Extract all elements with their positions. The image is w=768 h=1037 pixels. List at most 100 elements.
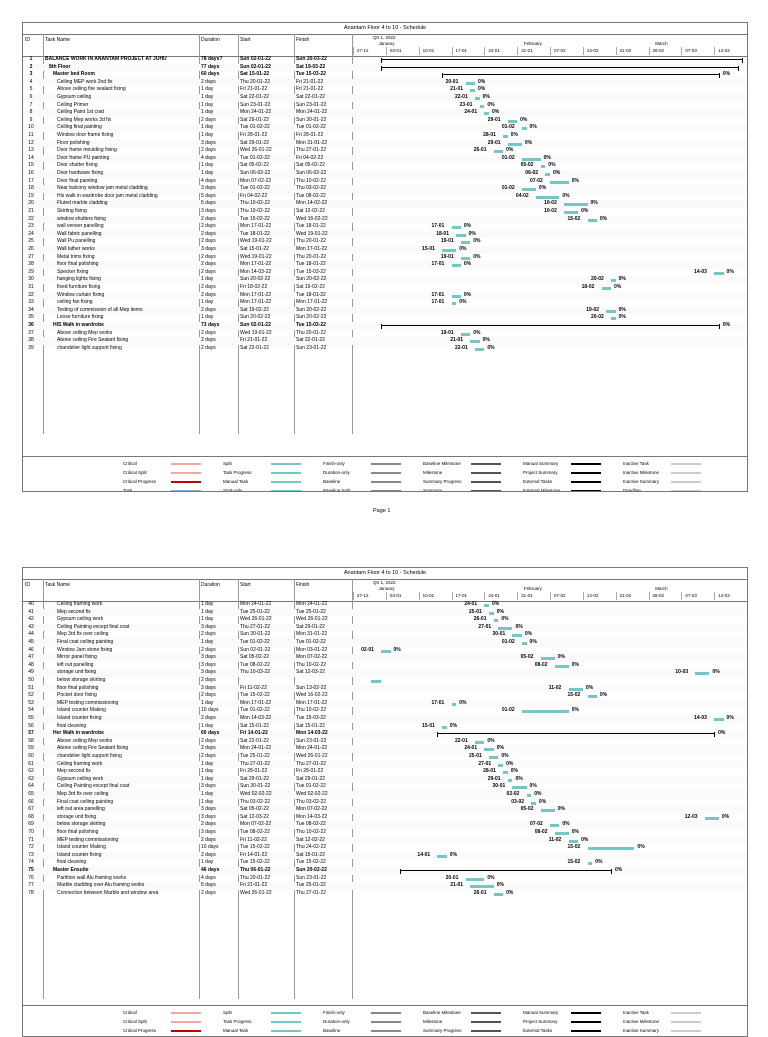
table-row[interactable]: 74 final cleaning 1 day Tue 15-02-22 Tue 15-… <box>23 859 747 867</box>
task-bar[interactable] <box>531 801 536 805</box>
table-row[interactable]: 9 Ceiling Mep works 3d fix 2 days Sat 29-01… <box>23 117 747 125</box>
table-row[interactable]: 18 Near balcony window jam metal cladding… <box>23 185 747 193</box>
table-row[interactable]: 54 Island counter Making 10 days Tue 01-02-… <box>23 707 747 715</box>
table-row[interactable]: 22 window shutters fixing 2 days Tue 15-02-… <box>23 215 747 224</box>
table-row[interactable]: 58 Above ceiling Mep works 2 days Sat 22-01… <box>23 738 747 746</box>
task-bar[interactable] <box>465 81 475 85</box>
table-row[interactable]: 52 Pocket door fixing 2 days Tue 15-02-22 We… <box>23 692 747 700</box>
task-bar[interactable] <box>470 89 475 93</box>
header-id[interactable]: ID <box>25 582 30 588</box>
table-row[interactable]: 76 Partition wall Alu framing works 4 days… <box>23 875 747 883</box>
table-row[interactable]: 73 Island counter fixing 2 days Fri 14-01-2… <box>23 851 747 860</box>
table-row[interactable]: 77 Marble cladding over Alu framing works… <box>23 882 747 890</box>
task-bar[interactable] <box>540 809 555 813</box>
table-row[interactable]: 69 below storage skirting 2 days Mon 07-02-… <box>23 821 747 829</box>
task-bar[interactable] <box>564 203 588 207</box>
task-bar[interactable] <box>474 347 485 351</box>
table-row[interactable]: 48 left out panelling 3 days Tue 08-02-22 Th… <box>23 662 747 670</box>
task-bar[interactable] <box>451 264 461 268</box>
task-bar[interactable] <box>554 664 569 668</box>
table-row[interactable]: 32 Window curtain fixing 2 days Mon 17-01-2… <box>23 291 747 300</box>
summary-bar[interactable] <box>381 59 743 60</box>
task-bar[interactable] <box>540 657 555 661</box>
table-row[interactable]: 57 Her Walk in wardrobe 60 days Fri 14-01-2… <box>23 730 747 738</box>
table-row[interactable]: 70 floor final polishing 3 days Tue 08-02-2… <box>23 829 747 837</box>
task-bar[interactable] <box>526 794 532 797</box>
table-row[interactable]: 12 Floor polishing 3 days Sat 29-01-22 Mon 3… <box>23 139 747 148</box>
table-row[interactable]: 38 Above ceiling Fire Sealant fixing 2 day… <box>23 337 747 345</box>
task-bar[interactable] <box>610 317 616 321</box>
task-bar[interactable] <box>493 619 499 623</box>
table-row[interactable]: 28 floor final polishing 2 days Mon 17-01-2… <box>23 261 747 269</box>
task-bar[interactable] <box>503 771 508 775</box>
task-bar[interactable] <box>521 127 527 131</box>
table-row[interactable]: 14 Door frame PU painting 4 days Tue 01-02-… <box>23 154 747 163</box>
task-bar[interactable] <box>498 626 513 630</box>
task-bar[interactable] <box>489 611 494 615</box>
table-row[interactable]: 17 Door final painting 4 days Mon 07-02-22 T… <box>23 178 747 186</box>
task-bar[interactable] <box>610 279 616 283</box>
task-bar[interactable] <box>704 816 719 820</box>
task-bar[interactable] <box>437 854 447 858</box>
table-row[interactable]: 44 Mep 3rd fix over ceiling 2 days Sun 30-0… <box>23 631 747 639</box>
task-bar[interactable] <box>512 786 527 790</box>
table-row[interactable]: 51 floor final polishing 3 days Fri 11-02-2… <box>23 684 747 693</box>
header-start[interactable]: Start <box>240 582 251 588</box>
task-bar[interactable] <box>507 778 513 782</box>
task-bar[interactable] <box>498 763 504 767</box>
table-row[interactable]: 47 Mirror panel fixing 3 days Sat 05-02-22 M… <box>23 654 747 662</box>
summary-bar[interactable] <box>381 66 738 68</box>
table-row[interactable]: 71 MEP testing commissioning 2 days Fri 11-… <box>23 836 747 845</box>
header-task-name[interactable]: Task Name <box>45 582 71 588</box>
table-row[interactable]: 27 Metal trims fixing 2 days Wed 19-01-22 Th… <box>23 254 747 262</box>
table-row[interactable]: 8 Ceiling Paint 1st coat 1 day Mon 24-01-22… <box>23 109 747 117</box>
task-bar[interactable] <box>442 725 447 729</box>
header-task-name[interactable]: Task Name <box>45 37 71 43</box>
task-bar[interactable] <box>550 824 560 828</box>
table-row[interactable]: 55 Island counter fixing 2 days Mon 14-03-2… <box>23 715 747 723</box>
task-bar[interactable] <box>460 241 471 245</box>
table-row[interactable]: 64 Ceiling Painting except final coat 3 da… <box>23 783 747 791</box>
header-finish[interactable]: Finish <box>296 582 310 588</box>
task-bar[interactable] <box>601 287 611 290</box>
table-row[interactable]: 65 Mep 3rd fix over ceiling 1 day Wed 02-02… <box>23 791 747 799</box>
table-row[interactable]: 78 Connection between Marble and window a… <box>23 890 747 898</box>
task-bar[interactable] <box>460 332 471 336</box>
table-row[interactable]: 61 Ceiling framing work 1 day Thu 27-01-22 T… <box>23 760 747 769</box>
task-bar[interactable] <box>484 604 490 607</box>
table-row[interactable]: 50 below storage skirting 2 days <box>23 677 747 685</box>
table-row[interactable]: 34 Testing of commission of all Mep items… <box>23 306 747 315</box>
table-row[interactable]: 25 Wall Pu panelling 2 days Wed 19-01-22 Thu… <box>23 238 747 246</box>
table-row[interactable]: 59 Above ceiling Fire Sealant fixing 2 day… <box>23 745 747 753</box>
table-row[interactable]: 35 Loose furniture fixing 1 day Sun 20-02-2… <box>23 314 747 322</box>
task-bar[interactable] <box>521 157 541 161</box>
task-bar[interactable] <box>550 180 569 184</box>
task-bar[interactable] <box>451 226 461 230</box>
task-bar[interactable] <box>456 233 466 237</box>
task-bar[interactable] <box>535 195 560 199</box>
table-row[interactable]: 30 hanging lights fixing 1 day Sun 20-02-22… <box>23 276 747 284</box>
table-row[interactable]: 68 storage unit fixing 3 days Sat 12-03-22 M… <box>23 814 747 822</box>
task-bar[interactable] <box>493 150 504 154</box>
table-row[interactable]: 62 Mep second fix 1 day Fri 28-01-22 Fri 28-… <box>23 768 747 776</box>
header-duration[interactable]: Duration <box>201 582 220 588</box>
table-row[interactable]: 31 fixed furniture fixing 2 days Fri 18-02-… <box>23 284 747 292</box>
table-row[interactable]: 29 Specker fixing 2 days Mon 14-03-22 Tue 15… <box>23 269 747 277</box>
table-row[interactable]: 43 Ceiling Painting except final coat 3 da… <box>23 623 747 632</box>
table-row[interactable]: 3 Master bed Room 60 days Sat 15-01-22 Tue 1… <box>23 71 747 79</box>
table-row[interactable]: 2 8th Floor 77 days Sun 02-01-22 Sat 19-03-2… <box>23 63 747 72</box>
task-bar[interactable] <box>479 104 485 108</box>
table-row[interactable]: 26 Wall lather works 3 days Sat 15-01-22 Mon… <box>23 246 747 254</box>
table-row[interactable]: 75 Master Ensuite 46 days Thu 06-01-22 Sun 2… <box>23 867 747 875</box>
table-row[interactable]: 42 Gypsum ceiling work 1 day Wed 26-01-22 We… <box>23 616 747 624</box>
table-row[interactable]: 10 Ceiling final painting 1 day Tue 01-02-2… <box>23 124 747 132</box>
table-row[interactable]: 16 Door hardware fixing 1 day Sun 06-02-22 S… <box>23 170 747 178</box>
summary-bar[interactable] <box>399 870 611 871</box>
header-finish[interactable]: Finish <box>296 37 310 43</box>
task-bar[interactable] <box>451 702 457 706</box>
task-bar[interactable] <box>521 642 527 645</box>
table-row[interactable]: 45 Final coat ceiling painting 1 day Tue 01… <box>23 639 747 647</box>
table-row[interactable]: 39 chandelier light support fixing 2 days S… <box>23 345 747 353</box>
task-bar[interactable] <box>371 680 381 683</box>
task-bar[interactable] <box>587 218 597 222</box>
